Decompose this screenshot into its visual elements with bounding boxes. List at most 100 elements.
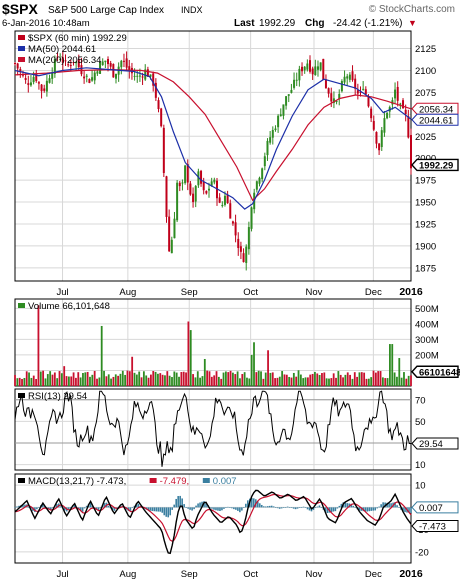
macd-histogram-bar [129,507,132,511]
price-candle [40,84,43,92]
price-candle [218,197,221,203]
volume-bar [314,371,316,386]
rsi-legend-swatch [18,393,25,398]
volume-bar [98,377,101,386]
macd-xtick-label: Sep [181,569,198,580]
price-candle [303,66,306,71]
price-candle [255,181,258,190]
price-candle [37,82,40,84]
price-candle [45,80,48,92]
price-candle [99,62,102,74]
macd-histogram-bar [119,505,122,508]
exchange-label: INDX [181,5,203,15]
price-frame [14,30,412,282]
macd-histogram-bar [179,495,181,508]
macd-histogram-bar [149,507,152,511]
price-candle [91,77,94,81]
price-flag [411,158,459,172]
volume-bar [168,375,171,386]
price-candle [210,181,213,187]
rsi-line [14,390,411,467]
price-candle [223,195,226,205]
macd-histogram-bar [394,502,396,508]
volume-bar [35,378,37,386]
price-candle [157,100,160,110]
volume-bar [192,374,194,386]
price-candle [85,75,88,77]
brand-label: © StockCharts.com [369,4,455,15]
price-candle [386,112,389,119]
volume-bar [171,377,173,386]
macd-histogram-bar [89,503,92,508]
macd-legend-swatch [149,478,157,483]
price-candle [178,182,181,187]
price-candle [69,65,72,67]
macd-histogram-bar [191,507,193,511]
macd-histogram-bar [175,498,177,508]
volume-bar [28,372,30,386]
volume-bar [110,378,112,386]
price-candle [141,76,144,78]
macd-legend-label: -7.479, [160,476,190,487]
macd-histogram-bar [52,507,54,508]
volume-bar [337,371,340,386]
price-legend-label: MA(200) 2056.34 [28,55,101,66]
price-candle [96,71,99,74]
price-candle [77,59,80,68]
price-candle [19,69,22,72]
price-candle [263,156,266,167]
macd-xtick-label: Aug [119,569,136,580]
macd-histogram-bar [380,504,382,508]
volume-ytick-label: 400M [415,319,439,330]
macd-histogram-bar [201,501,203,508]
volume-bar [292,372,295,386]
volume-bar [328,378,330,386]
macd-histogram-bar [320,507,323,508]
volume-bar [203,358,206,386]
volume-bar [365,378,368,386]
price-candle [14,63,16,65]
volume-bar [180,372,183,386]
macd-histogram-bar [386,502,388,508]
volume-bar [227,372,230,386]
price-candle [101,61,104,65]
volume-bar [253,342,255,386]
macd-histogram-bar [370,507,373,511]
macd-histogram-bar [197,503,199,508]
volume-bar [182,371,185,386]
macd-histogram-bar [97,507,100,511]
volume-bar [96,378,98,386]
macd-histogram-bar [312,507,315,510]
volume-bar [318,375,321,386]
price-candle [200,170,203,184]
price-candle [197,171,200,186]
volume-bar [234,374,237,386]
volume-bar [278,376,281,386]
macd-histogram-bar [298,507,301,508]
price-candle [322,58,325,80]
volume-bar [72,372,75,386]
macd-histogram-bar [225,507,227,508]
volume-bar [119,373,122,386]
price-candle [348,74,351,80]
macd-histogram-bar [396,505,398,508]
price-candle [338,93,341,100]
macd-histogram-bar [410,507,412,513]
rsi-frame [14,388,412,471]
macd-histogram-bar [167,507,170,518]
volume-bar [372,370,375,386]
volume-bar [239,378,241,386]
macd-histogram-bar [245,503,247,508]
macd-histogram-bar [73,504,76,508]
macd-histogram-bar [171,507,174,510]
price-candle [114,73,117,79]
macd-histogram-bar [135,504,138,508]
volume-bar [128,371,131,386]
price-candle [351,71,354,81]
macd-histogram-bar [28,507,30,508]
volume-bar [112,376,115,386]
macd-histogram-bar [63,507,66,511]
macd-histogram-bar [177,496,179,508]
volume-bar [299,374,302,386]
volume-bar [403,372,405,386]
